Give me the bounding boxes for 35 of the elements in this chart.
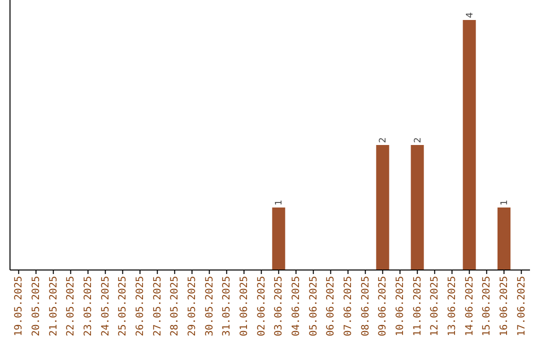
x-tick-label: 16.06.2025 [499, 276, 510, 336]
x-tick-label: 15.06.2025 [482, 276, 493, 336]
x-tick-label: 01.06.2025 [239, 276, 250, 336]
data-label: 1 [274, 200, 285, 206]
x-tick-label: 29.05.2025 [187, 276, 198, 336]
data-label: 2 [413, 137, 424, 143]
x-tick-label: 31.05.2025 [222, 276, 233, 336]
x-tick-label: 14.06.2025 [464, 276, 476, 336]
x-tick-label: 10.06.2025 [395, 276, 406, 336]
x-tick-label: 09.06.2025 [378, 276, 389, 336]
x-tick-label: 21.05.2025 [48, 276, 60, 336]
x-tick-label: 08.06.2025 [360, 276, 372, 336]
x-tick-label: 06.06.2025 [326, 276, 337, 336]
x-tick-label: 04.06.2025 [291, 276, 302, 336]
x-tick-label: 20.05.2025 [31, 276, 42, 336]
data-label: 4 [465, 12, 476, 18]
x-tick-label: 02.06.2025 [256, 276, 268, 336]
x-tick-label: 25.05.2025 [118, 276, 129, 336]
x-tick-label: 11.06.2025 [412, 276, 424, 336]
x-tick-label: 22.05.2025 [66, 276, 77, 336]
x-tick-label: 12.06.2025 [430, 276, 441, 336]
x-tick-label: 30.05.2025 [204, 276, 216, 336]
x-tick-label: 26.05.2025 [135, 276, 146, 336]
x-tick-label: 19.05.2025 [14, 276, 25, 336]
x-tick-label: 17.06.2025 [516, 276, 528, 336]
x-tick-label: 24.05.2025 [100, 276, 112, 336]
data-label: 2 [378, 137, 389, 143]
x-tick-label: 23.05.2025 [83, 276, 94, 336]
x-tick-label: 05.06.2025 [308, 276, 320, 336]
x-tick-label: 07.06.2025 [343, 276, 354, 336]
x-tick-label: 03.06.2025 [274, 276, 285, 336]
x-tick-label: 13.06.2025 [447, 276, 458, 336]
x-tick-label: 28.05.2025 [170, 276, 181, 336]
data-label: 1 [500, 200, 510, 206]
x-tick-label: 27.05.2025 [152, 276, 164, 336]
